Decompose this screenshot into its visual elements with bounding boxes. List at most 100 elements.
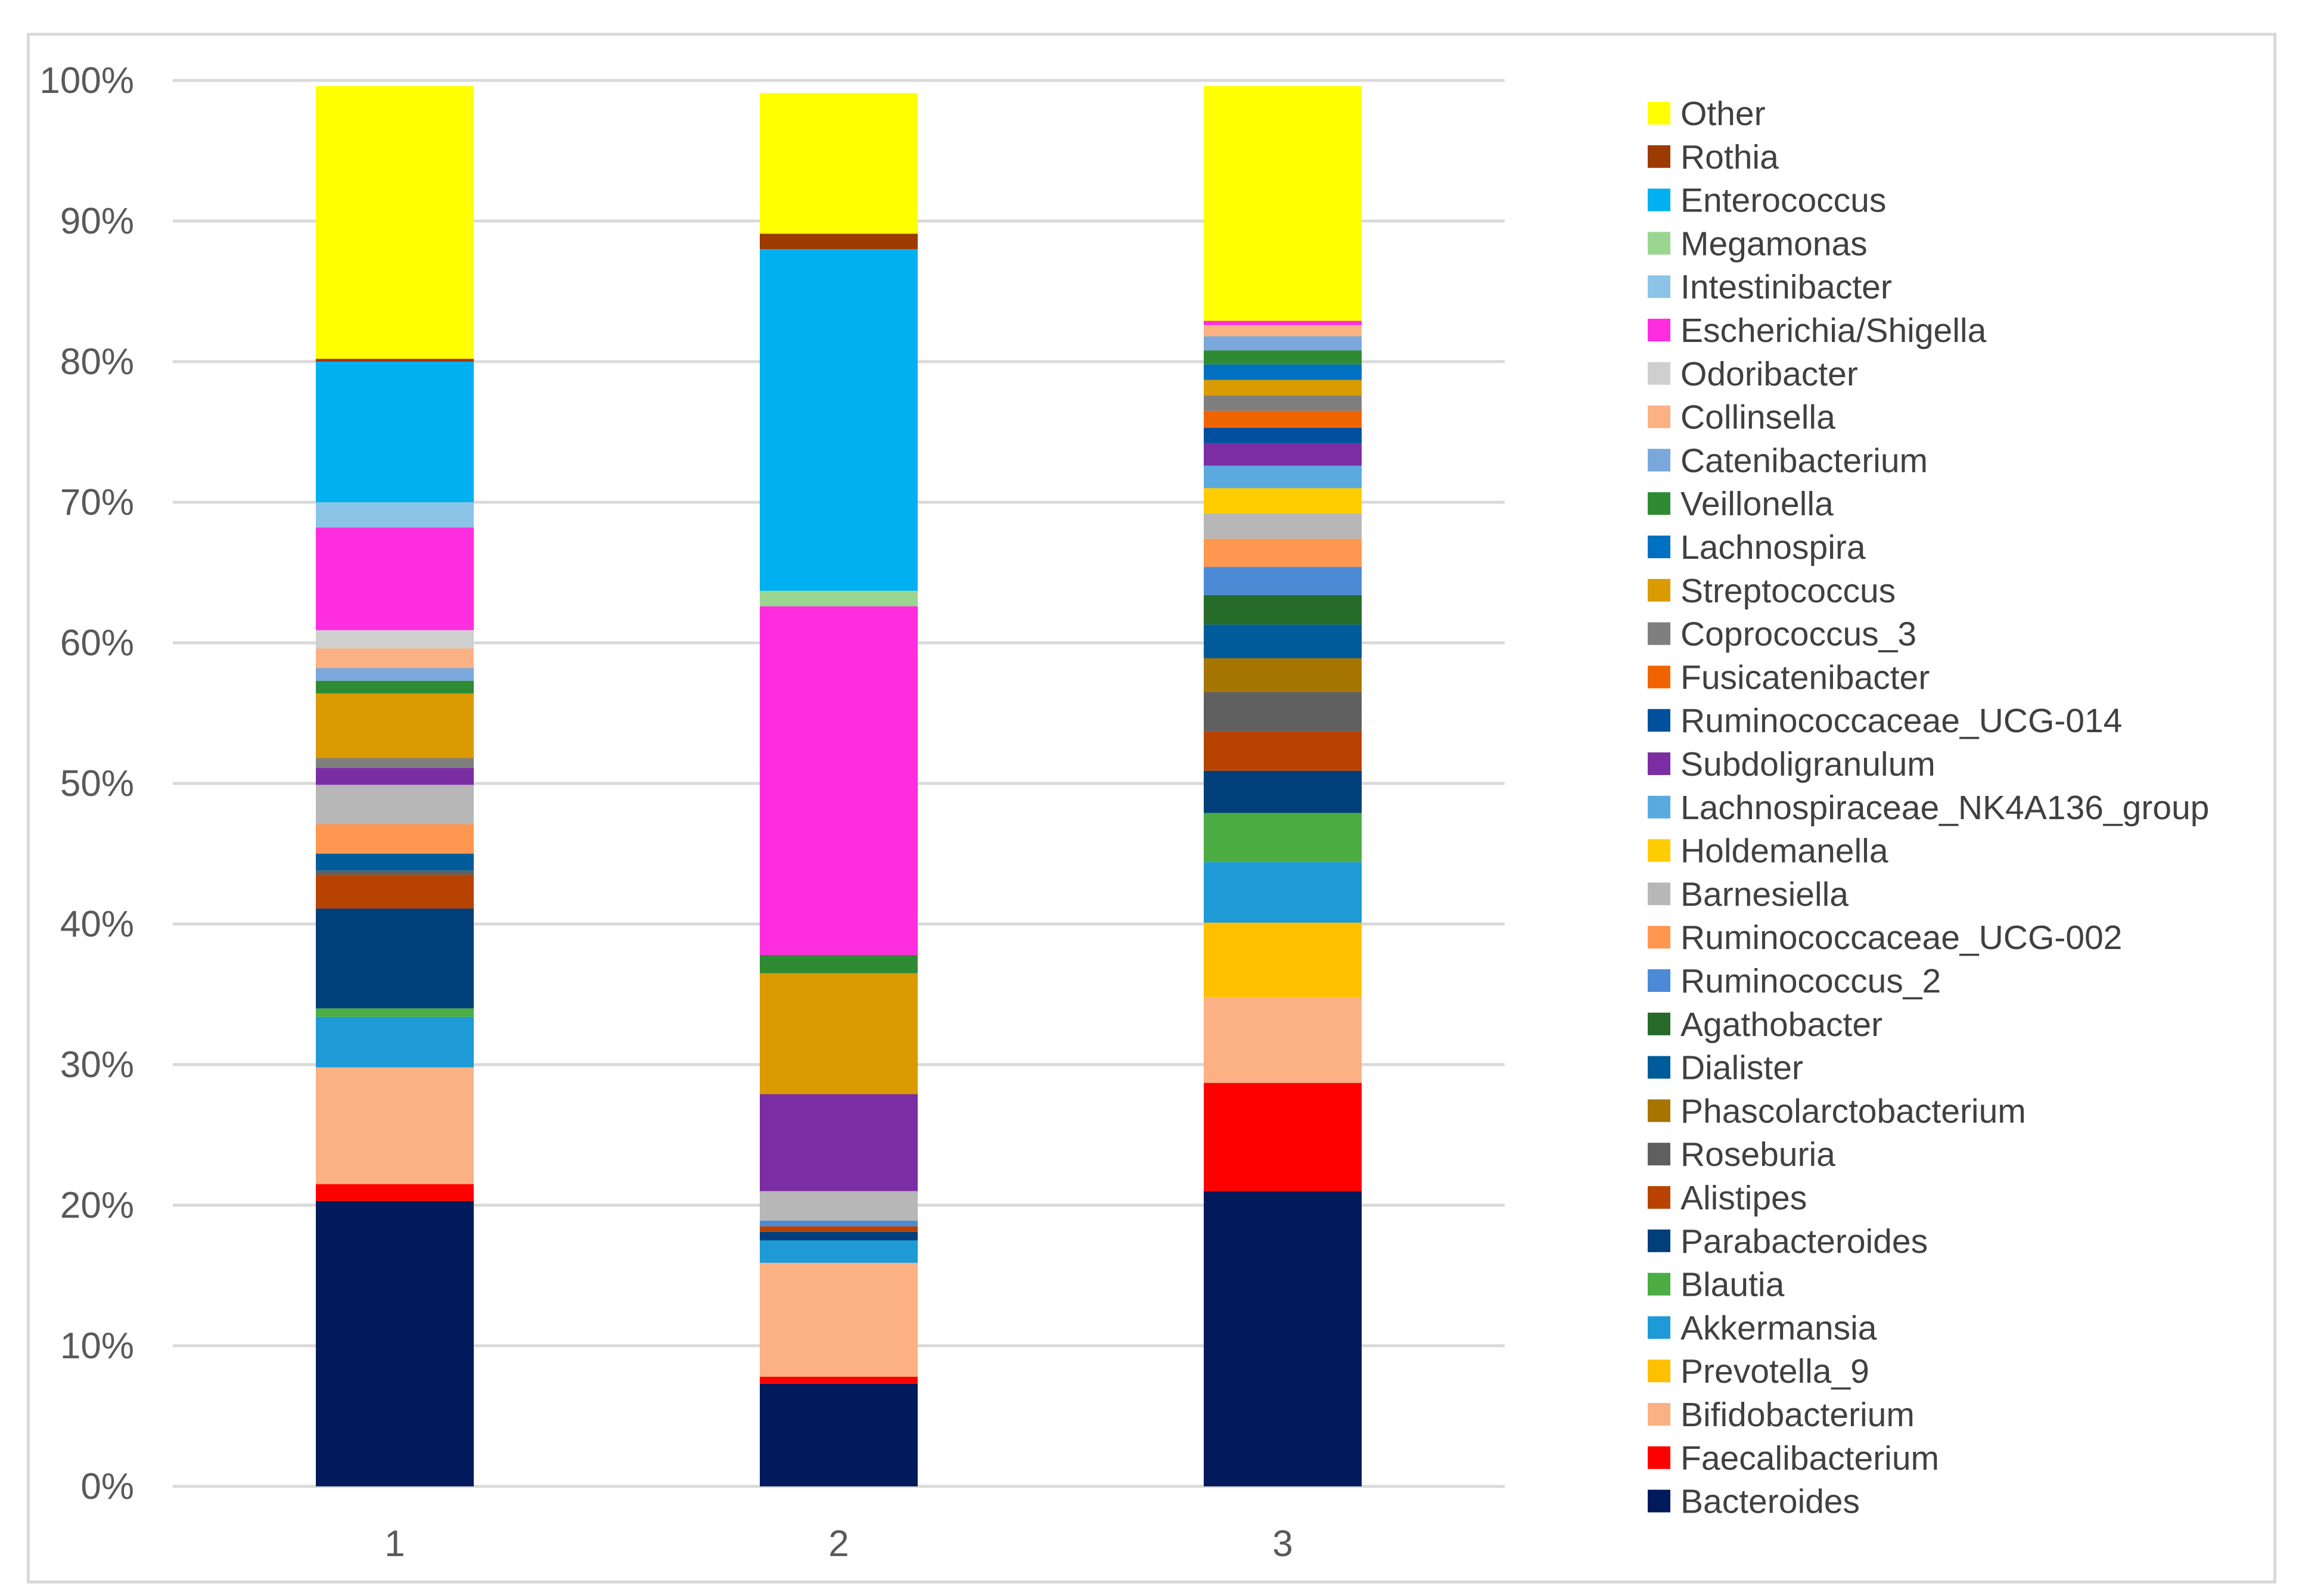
legend-label: Intestinibacter — [1680, 268, 1892, 306]
legend-label: Catenibacterium — [1680, 441, 1928, 480]
legend-swatch — [1648, 839, 1670, 862]
bar-segment — [1204, 364, 1362, 380]
bar-segment — [316, 824, 474, 854]
legend-label: Faecalibacterium — [1680, 1439, 1939, 1477]
bar-segment — [316, 768, 474, 785]
bar-segment — [1204, 321, 1362, 325]
legend: Other Rothia Enterococcus Megamonas Intestin… — [1648, 95, 2209, 1521]
legend-label: Megamonas — [1680, 225, 1868, 263]
bar-segment — [316, 527, 474, 630]
bar-segment — [316, 648, 474, 668]
bar-segment — [760, 973, 918, 1094]
legend-swatch — [1648, 449, 1670, 472]
bar-segment — [1204, 770, 1362, 813]
legend-swatch — [1648, 102, 1670, 125]
legend-label: Coprococcus_3 — [1680, 615, 1916, 654]
bar-segment — [316, 909, 474, 1009]
legend-label: Streptococcus — [1680, 572, 1896, 610]
legend-label: Blautia — [1680, 1266, 1785, 1304]
bar-segment — [1204, 1082, 1362, 1191]
y-tick-label: 90% — [60, 201, 134, 242]
bar-segment — [760, 606, 918, 955]
legend-label: Dialister — [1680, 1049, 1803, 1087]
bar-segment — [316, 1067, 474, 1184]
legend-swatch — [1648, 578, 1670, 602]
bar-segment — [316, 854, 474, 871]
legend-swatch — [1648, 665, 1670, 689]
x-tick-label: 2 — [828, 1523, 849, 1564]
legend-swatch — [1648, 1229, 1670, 1252]
legend-label: Akkermansia — [1680, 1309, 1877, 1347]
legend-swatch — [1648, 1489, 1670, 1513]
legend-label: Ruminococcus_2 — [1680, 962, 1941, 1000]
y-tick-label: 30% — [60, 1044, 134, 1085]
legend-label: Fusicatenibacter — [1680, 658, 1930, 696]
legend-swatch — [1648, 1186, 1670, 1209]
y-tick-label: 10% — [60, 1326, 134, 1367]
bar-segment — [760, 1226, 918, 1232]
y-tick-label: 60% — [60, 623, 134, 664]
bar-segment — [316, 758, 474, 769]
bar-segment — [316, 630, 474, 649]
bar-segment — [1204, 658, 1362, 692]
legend-label: Alistipes — [1680, 1179, 1807, 1217]
legend-label: Ruminococcaceae_UCG-002 — [1680, 919, 2122, 957]
bar-segment — [1204, 539, 1362, 567]
bar-segment — [1204, 922, 1362, 997]
axes: 0% 10% 20% 30% 40% 50% 60% 70% 80% 90% 100% 1 2 3 — [39, 60, 1293, 1564]
legend-swatch — [1648, 969, 1670, 992]
legend-swatch — [1648, 882, 1670, 906]
x-tick-label: 3 — [1272, 1523, 1293, 1564]
legend-swatch — [1648, 362, 1670, 385]
legend-swatch — [1648, 1403, 1670, 1426]
bar-segment — [316, 668, 474, 681]
bar-segment — [316, 680, 474, 693]
bar-segment — [316, 86, 474, 359]
legend-swatch — [1648, 1143, 1670, 1166]
bar-segment — [316, 502, 474, 528]
bar-segment — [760, 954, 918, 973]
y-tick-label: 40% — [60, 904, 134, 945]
legend-swatch — [1648, 1359, 1670, 1383]
bar-segment — [316, 1184, 474, 1201]
bar-segment — [760, 1376, 918, 1384]
legend-label: Odoribacter — [1680, 355, 1858, 393]
bar-segment — [760, 1191, 918, 1221]
bar-segment — [1204, 336, 1362, 351]
legend-swatch — [1648, 795, 1670, 819]
legend-label: Bacteroides — [1680, 1483, 1860, 1521]
bar-segment — [1204, 731, 1362, 771]
bar-segment — [1204, 410, 1362, 428]
bar-segment — [760, 1094, 918, 1191]
legend-label: Roseburia — [1680, 1135, 1835, 1174]
y-tick-label: 100% — [39, 60, 134, 101]
bars — [316, 86, 1362, 1486]
y-tick-label: 70% — [60, 482, 134, 523]
x-tick-label: 1 — [384, 1523, 405, 1564]
legend-label: Veillonella — [1680, 485, 1834, 523]
legend-swatch — [1648, 319, 1670, 341]
y-tick-label: 20% — [60, 1185, 134, 1226]
bar-segment — [316, 785, 474, 825]
bar-segment — [316, 1008, 474, 1017]
legend-label: Enterococcus — [1680, 182, 1886, 220]
legend-swatch — [1648, 709, 1670, 732]
legend-swatch — [1648, 1446, 1670, 1469]
bar-segment — [1204, 488, 1362, 514]
legend-swatch — [1648, 188, 1670, 211]
bar-segment — [760, 1220, 918, 1227]
legend-label: Lachnospiraceae_NK4A136_group — [1680, 789, 2209, 827]
bar-segment — [760, 1240, 918, 1263]
legend-swatch — [1648, 232, 1670, 255]
bar-segment — [316, 875, 474, 909]
bar-segment — [316, 870, 474, 875]
legend-swatch — [1648, 405, 1670, 428]
legend-swatch — [1648, 275, 1670, 298]
legend-label: Barnesiella — [1680, 875, 1849, 913]
legend-swatch — [1648, 1012, 1670, 1035]
legend-label: Subdoligranulum — [1680, 745, 1936, 783]
bar-segment — [760, 590, 918, 606]
legend-swatch — [1648, 622, 1670, 645]
bar-segment — [1204, 997, 1362, 1083]
